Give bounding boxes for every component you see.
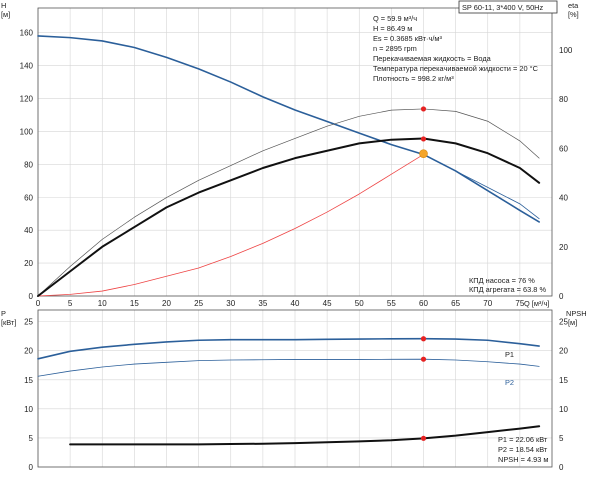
p1-curve-label: P1 bbox=[505, 350, 514, 359]
x-tick-label: 0 bbox=[36, 299, 41, 308]
p1-value-label: P1 = 22.06 кВт bbox=[498, 435, 548, 444]
plot-frame bbox=[37, 7, 553, 297]
x-tick-label: 35 bbox=[258, 299, 267, 308]
duty-point-marker bbox=[420, 435, 427, 441]
x-tick-label: 40 bbox=[291, 299, 300, 308]
x-tick-label: 15 bbox=[130, 299, 139, 308]
top-left-axis-unit: [м] bbox=[1, 10, 10, 19]
product-label-box bbox=[458, 0, 558, 14]
power-block: P1 = 22.06 кВт P2 = 18.54 кВт NPSH = 4.9… bbox=[498, 435, 548, 464]
info-energy: Es = 0.3685 кВт·ч/м³ bbox=[373, 34, 442, 43]
y-left-tick-label: 25 bbox=[24, 318, 33, 327]
x-tick-label: 30 bbox=[226, 299, 235, 308]
y-right-tick-label: 25 bbox=[559, 318, 568, 327]
duty-point-marker bbox=[419, 149, 428, 158]
y-right-tick-label: 40 bbox=[559, 194, 568, 203]
info-head: H = 86.49 м bbox=[373, 24, 412, 33]
head-efficiency-plot: 0 5 10 15 20 25 30 35 40 45 50 55 60 65 70 75 0 20 40 60 80 1… bbox=[20, 7, 573, 308]
product-label: SP 60-11, 3*400 V, 50Hz bbox=[462, 3, 544, 12]
plot-frame bbox=[37, 309, 553, 468]
y-left-tick-label: 20 bbox=[24, 259, 33, 268]
y-left-tick-label: 80 bbox=[24, 160, 33, 169]
x-tick-label: 60 bbox=[419, 299, 428, 308]
y-right-tick-label: 10 bbox=[559, 405, 568, 414]
y-left-tick-label: 100 bbox=[20, 127, 34, 136]
top-right-axis-unit: [%] bbox=[568, 10, 579, 19]
x-tick-label: 25 bbox=[194, 299, 203, 308]
top-right-axis-label: eta bbox=[568, 1, 579, 10]
p1-curve bbox=[37, 337, 540, 360]
bottom-left-axis-unit: [кВт] bbox=[1, 318, 16, 327]
y-right-tick-label: 0 bbox=[559, 292, 564, 301]
y-right-tick-label: 80 bbox=[559, 95, 568, 104]
info-density: Плотность = 998.2 кг/м³ bbox=[373, 74, 454, 83]
y-left-tick-label: 140 bbox=[20, 62, 34, 71]
p2-curve-label: P2 bbox=[505, 378, 514, 387]
info-liquid: Перекачиваемая жидкость = Вода bbox=[373, 54, 492, 63]
npsh-value-label: NPSH = 4.93 м bbox=[498, 455, 548, 464]
y-right-tick-label: 20 bbox=[559, 347, 568, 356]
info-temperature: Температура перекачиваемой жидкости = 20… bbox=[373, 64, 539, 73]
duty-point-marker bbox=[420, 106, 427, 112]
bottom-left-axis-label: P bbox=[1, 309, 6, 318]
head-curve bbox=[37, 35, 540, 223]
y-right-tick-label: 20 bbox=[559, 243, 568, 252]
bottom-right-axis-label: NPSH bbox=[566, 309, 587, 318]
bottom-right-axis-unit: [м] bbox=[568, 318, 577, 327]
y-right-tick-label: 60 bbox=[559, 144, 568, 153]
y-left-tick-label: 0 bbox=[29, 292, 34, 301]
x-tick-label: 75 bbox=[515, 299, 524, 308]
efficiency-block: КПД насоса = 76 % КПД агрегата = 63.8 % bbox=[469, 276, 546, 294]
y-right-tick-label: 0 bbox=[559, 463, 564, 472]
info-speed: n = 2895 rpm bbox=[373, 44, 417, 53]
x-tick-label: 70 bbox=[483, 299, 492, 308]
y-right-tick-label: 15 bbox=[559, 376, 568, 385]
y-left-tick-label: 5 bbox=[29, 434, 34, 443]
x-tick-label: 65 bbox=[451, 299, 460, 308]
info-flow: Q = 59.9 м³/ч bbox=[373, 14, 417, 23]
y-right-tick-label: 100 bbox=[559, 46, 573, 55]
npsh-curve bbox=[69, 425, 541, 446]
x-tick-label: 45 bbox=[323, 299, 332, 308]
p2-value-label: P2 = 18.54 кВт bbox=[498, 445, 548, 454]
head-thin-curve bbox=[423, 154, 540, 220]
x-tick-label: 50 bbox=[355, 299, 364, 308]
y-right-tick-label: 5 bbox=[559, 434, 564, 443]
duty-point-marker bbox=[420, 356, 427, 362]
x-tick-label: 10 bbox=[98, 299, 107, 308]
y-left-tick-label: 60 bbox=[24, 193, 33, 202]
x-tick-label: 55 bbox=[387, 299, 396, 308]
y-left-tick-label: 160 bbox=[20, 29, 34, 38]
info-block: Q = 59.9 м³/ч H = 86.49 м Es = 0.3685 кВ… bbox=[373, 14, 539, 83]
unit-efficiency-curve bbox=[37, 137, 541, 297]
pump-efficiency-label: КПД насоса = 76 % bbox=[469, 276, 535, 285]
x-axis-label: Q [м³/ч] bbox=[524, 299, 549, 308]
power-npsh-plot: 0 5 10 15 20 25 0 5 10 15 20 25 bbox=[24, 309, 568, 472]
p2-curve bbox=[37, 358, 540, 377]
top-left-axis-label: H bbox=[1, 1, 6, 10]
y-left-tick-label: 40 bbox=[24, 226, 33, 235]
y-left-tick-label: 10 bbox=[24, 405, 33, 414]
x-tick-label: 5 bbox=[68, 299, 73, 308]
duty-point-marker bbox=[420, 336, 427, 342]
x-tick-label: 20 bbox=[162, 299, 171, 308]
y-left-tick-label: 20 bbox=[24, 347, 33, 356]
duty-point-marker bbox=[420, 136, 427, 142]
system-curve bbox=[37, 154, 424, 297]
y-left-tick-label: 120 bbox=[20, 95, 34, 104]
y-left-tick-label: 0 bbox=[29, 463, 34, 472]
pump-efficiency-curve bbox=[37, 108, 540, 297]
y-left-tick-label: 15 bbox=[24, 376, 33, 385]
unit-efficiency-label: КПД агрегата = 63.8 % bbox=[469, 285, 546, 294]
